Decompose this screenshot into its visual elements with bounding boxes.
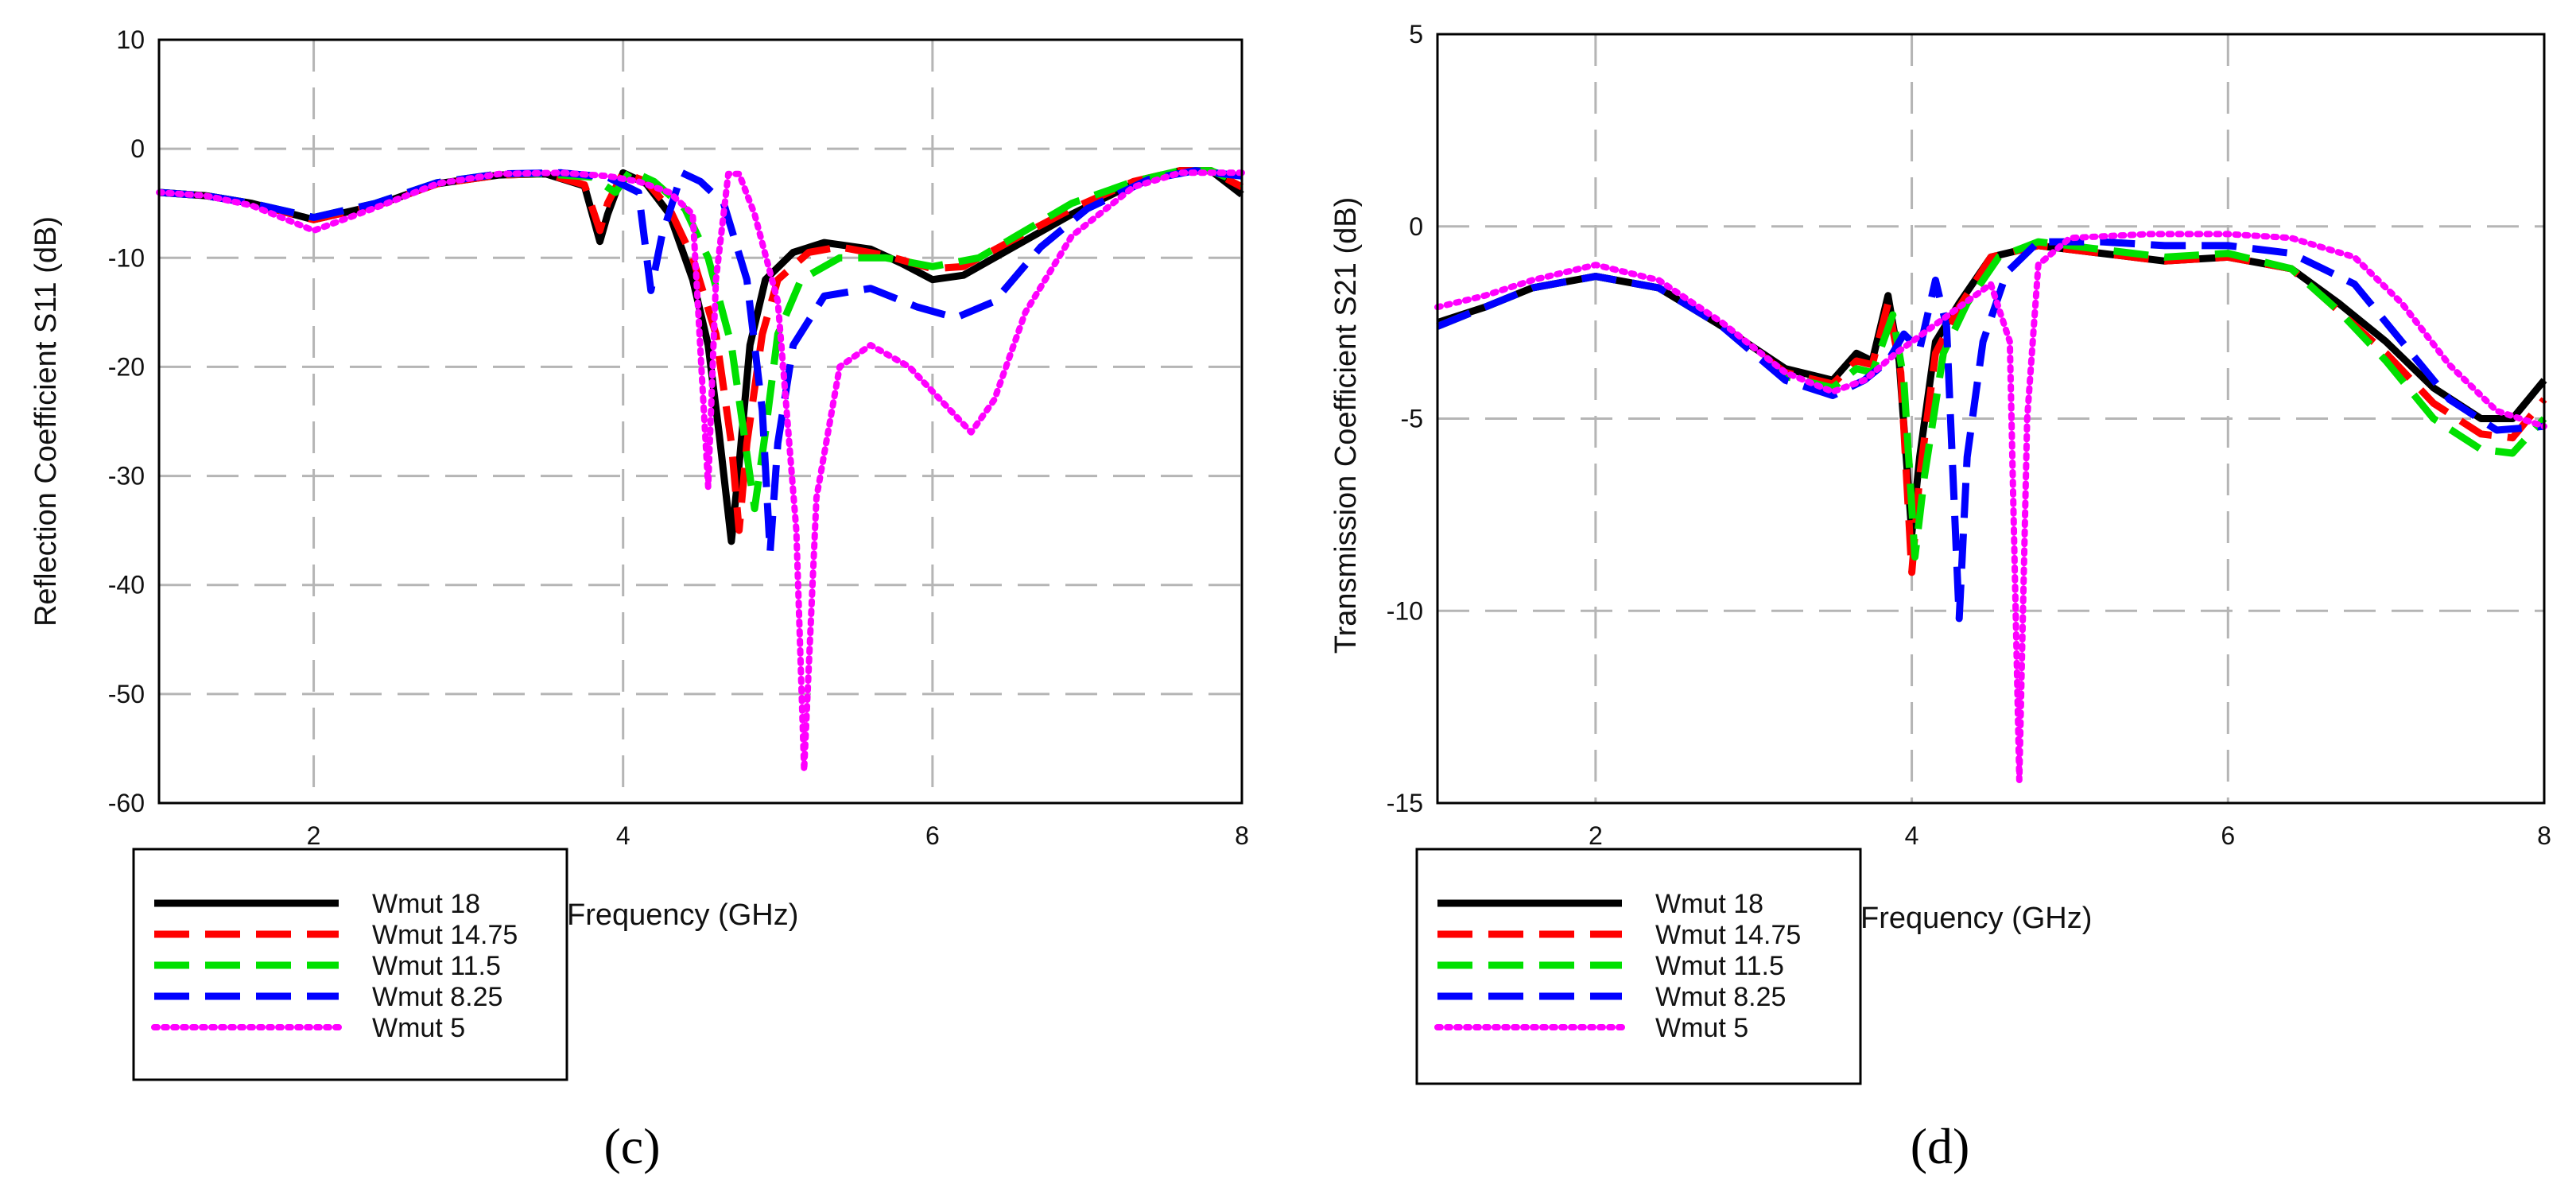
y-axis-label: Reflection Coefficient S11 (dB) (29, 216, 63, 627)
x-tick-label: 2 (307, 821, 321, 850)
plot-frame (157, 38, 1243, 805)
legend-label: Wmut 11.5 (372, 951, 501, 981)
series-lines (156, 167, 1245, 774)
x-tick-label: 4 (616, 821, 630, 850)
x-axis-label: Frequency (GHz) (1860, 902, 2092, 935)
legend-box (1415, 848, 1862, 1085)
series-line-wmut-14-75 (158, 167, 1244, 534)
x-axis-label: Frequency (GHz) (567, 898, 798, 932)
series-line-wmut-8-25 (1436, 238, 2545, 623)
legend-label: Wmut 14.75 (372, 920, 518, 950)
y-tick-label: -30 (108, 462, 145, 491)
legend-label: Wmut 14.75 (1655, 920, 1801, 950)
legend-label: Wmut 8.25 (1655, 982, 1786, 1012)
y-tick-label: -50 (108, 680, 145, 708)
series-line-wmut-5 (156, 169, 1245, 774)
x-tick-label: 8 (1235, 821, 1249, 850)
legend-label: Wmut 5 (1655, 1013, 1748, 1043)
series-line-wmut-5 (1434, 231, 2547, 783)
grid-lines (1437, 34, 2544, 803)
y-tick-label: 10 (116, 25, 145, 54)
y-tick-label: -60 (108, 789, 145, 817)
y-tick-label: 0 (1409, 212, 1423, 241)
x-tick-label: 6 (2221, 821, 2235, 850)
legend-label: Wmut 8.25 (372, 982, 502, 1012)
tick-labels: 2 4 6 8 5 0 -5 -10 -15 (1387, 20, 2551, 850)
y-tick-label: -5 (1401, 405, 1423, 433)
y-axis-label: Transmission Coefficient S21 (dB) (1329, 197, 1363, 654)
legend-label: Wmut 18 (1655, 889, 1763, 919)
legend-box (132, 848, 568, 1081)
y-tick-label: -10 (1387, 596, 1423, 625)
x-tick-label: 6 (925, 821, 940, 850)
grid-lines (159, 40, 1242, 803)
legend-label: Wmut 18 (372, 889, 480, 919)
chart-reflection-s11: 2 4 6 8 10 0 -10 -20 -30 -40 -50 -60 Reflection Coe… (29, 25, 1249, 1174)
panel-label-d: (d) (1911, 1118, 1970, 1174)
legend-label: Wmut 11.5 (1655, 951, 1784, 981)
legend-label: Wmut 5 (372, 1013, 465, 1043)
series-line-wmut-14-75 (1436, 242, 2547, 576)
x-tick-label: 8 (2537, 821, 2551, 850)
plot-frame (1436, 33, 2546, 805)
series-lines (1434, 231, 2547, 783)
x-tick-label: 4 (1905, 821, 1919, 850)
tick-labels: 2 4 6 8 10 0 -10 -20 -30 -40 -50 -60 (108, 25, 1249, 850)
y-tick-label: -10 (108, 243, 145, 272)
y-tick-label: -15 (1387, 789, 1423, 817)
y-tick-label: -40 (108, 571, 145, 600)
y-tick-label: 0 (130, 134, 145, 163)
x-tick-label: 2 (1589, 821, 1603, 850)
chart-transmission-s21: 2 4 6 8 5 0 -5 -10 -15 Transmission Coefficient … (1329, 20, 2551, 1174)
y-tick-label: -20 (108, 352, 145, 381)
y-tick-label: 5 (1409, 20, 1423, 49)
panel-label-c: (c) (603, 1118, 660, 1174)
